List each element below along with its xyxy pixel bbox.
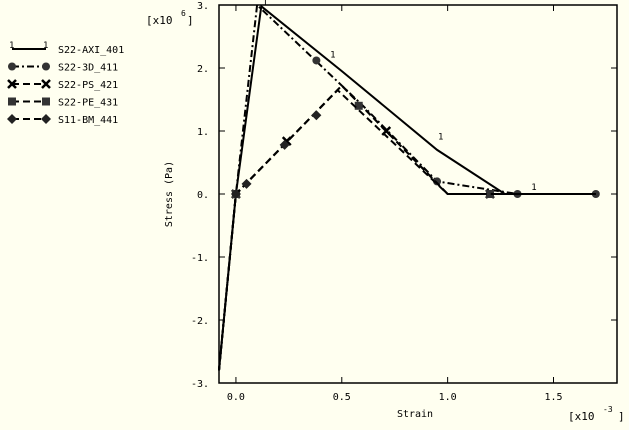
data-point xyxy=(42,97,50,106)
y-tick-label: -3. xyxy=(191,379,209,390)
y-multiplier: [x10 6 ] xyxy=(146,9,194,27)
data-point xyxy=(279,139,290,150)
legend-item: S22-3D_411 xyxy=(8,62,118,74)
data-point: 1 xyxy=(262,0,267,8)
legend-label: S22-AXI_401 xyxy=(58,45,124,56)
data-point xyxy=(41,79,51,89)
svg-text:[x10: [x10 xyxy=(568,410,595,423)
legend-label: S22-PS_421 xyxy=(58,80,118,91)
data-point xyxy=(42,62,50,71)
legend-label: S22-PE_431 xyxy=(58,98,118,109)
svg-text:]: ] xyxy=(187,14,194,27)
data-point xyxy=(241,178,252,189)
svg-text:[x10: [x10 xyxy=(146,14,173,27)
data-point xyxy=(41,114,51,124)
legend-item: 1 1 S22-AXI_401 xyxy=(9,41,124,56)
data-point xyxy=(591,190,600,198)
y-tick-label: 2. xyxy=(197,64,209,75)
series-line xyxy=(218,2,596,371)
legend-item: S22-PS_421 xyxy=(7,79,118,91)
series xyxy=(218,84,596,371)
data-point xyxy=(485,190,494,198)
y-tick-label: -1. xyxy=(191,253,209,264)
legend-label: S11-BM_441 xyxy=(58,115,118,126)
series: 1 1 1 1 xyxy=(218,0,596,371)
x-tick-label: 0.0 xyxy=(227,392,245,403)
data-point xyxy=(8,97,16,106)
y-tick-label: 1. xyxy=(197,127,209,138)
series-line xyxy=(218,84,596,371)
data-point: 1 xyxy=(531,183,536,193)
series xyxy=(218,84,596,371)
data-point xyxy=(354,101,363,110)
data-point: 1 xyxy=(438,132,443,142)
data-point xyxy=(7,114,17,124)
data-point xyxy=(312,56,321,65)
y-tick-label: -2. xyxy=(191,316,209,327)
x-tick-label: 1.0 xyxy=(439,392,457,403)
svg-text:]: ] xyxy=(618,410,625,423)
y-tick-label: 0. xyxy=(197,190,209,201)
series-line xyxy=(218,4,596,371)
data-point xyxy=(230,189,241,199)
data-point xyxy=(7,79,17,89)
data-point: 1 xyxy=(9,41,14,51)
data-point xyxy=(8,62,16,71)
x-axis-title: Strain xyxy=(397,409,433,420)
series-layer: 1 1 1 1 xyxy=(218,0,600,371)
series-line xyxy=(218,88,596,371)
x-multiplier: [x10 -3 ] xyxy=(568,405,625,423)
data-point xyxy=(311,110,322,121)
svg-text:-3: -3 xyxy=(603,405,613,414)
legend-item: S22-PE_431 xyxy=(8,97,118,109)
axis-ticks: 0.0 0.5 1.0 1.5 -3. -2. -1. 0. 1. 2. 3. xyxy=(191,1,617,403)
data-point: 1 xyxy=(43,41,48,51)
series xyxy=(218,2,600,371)
legend-label: S22-3D_411 xyxy=(58,63,118,74)
legend: 1 1 S22-AXI_401 S22-3D_411 S22-PS_421 S22-PE_… xyxy=(7,41,124,126)
series-line xyxy=(218,84,596,371)
y-axis-title: Stress (Pa) xyxy=(164,161,175,227)
x-tick-label: 0.5 xyxy=(333,392,351,403)
data-point: 1 xyxy=(330,51,335,61)
series xyxy=(218,88,596,371)
y-tick-label: 3. xyxy=(197,1,209,12)
legend-item: S11-BM_441 xyxy=(7,114,118,126)
x-tick-label: 1.5 xyxy=(544,392,562,403)
svg-text:6: 6 xyxy=(181,9,186,18)
